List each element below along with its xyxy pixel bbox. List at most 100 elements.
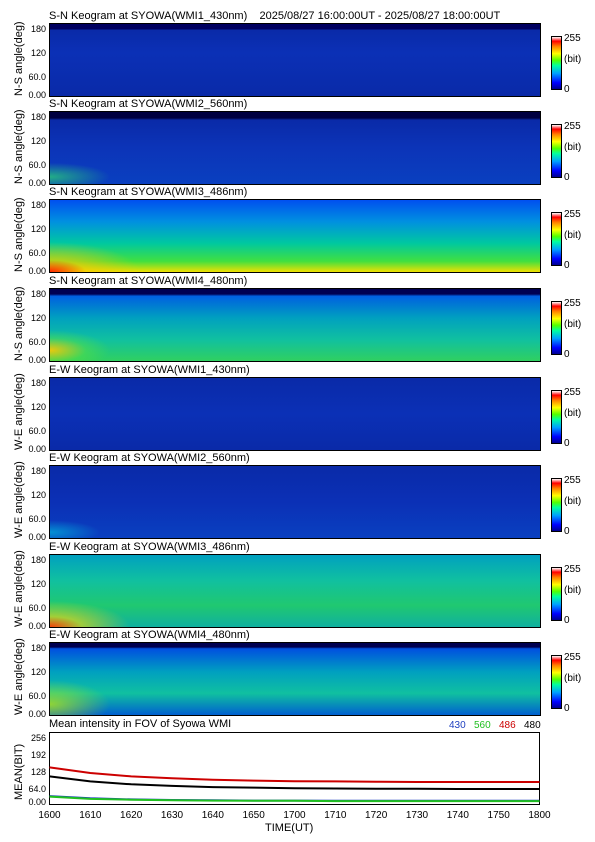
colorbar: [551, 124, 562, 178]
y-tick-label: 0.00: [28, 621, 46, 631]
y-tick-label: 0.00: [28, 178, 46, 188]
colorbar-label: (bit): [564, 585, 582, 596]
y-tick-label: 180: [30, 378, 46, 388]
series-line-486: [49, 766, 540, 783]
colorbar-label: 0: [564, 260, 570, 271]
y-tick-label: 0.00: [28, 709, 46, 719]
keogram-image: [49, 288, 541, 362]
keogram-image: [49, 377, 541, 451]
keogram-image: [49, 199, 541, 273]
keogram-image: [49, 23, 541, 97]
x-axis-label: TIME(UT): [265, 822, 314, 834]
keogram-image: [49, 465, 541, 539]
x-tick-label: 1620: [120, 810, 143, 821]
colorbar-label: 0: [564, 438, 570, 449]
y-tick-label: 0.00: [28, 532, 46, 542]
x-tick-label: 1750: [487, 810, 510, 821]
colorbar: [551, 567, 562, 621]
y-tick-label: 60.0: [28, 160, 46, 170]
y-tick-label: 60.0: [28, 426, 46, 436]
colorbar: [551, 390, 562, 444]
colorbar-label: 255: [564, 387, 581, 398]
y-tick-label: 120: [30, 490, 46, 500]
y-tick-label: 180: [30, 289, 46, 299]
y-tick-label: 120: [30, 224, 46, 234]
colorbar-label: (bit): [564, 54, 582, 65]
y-tick-label: 0.00: [28, 90, 46, 100]
panel-title: S-N Keogram at SYOWA(WMI3_486nm): [49, 186, 248, 198]
plot-frame: [49, 732, 540, 805]
mean-y-tick-label: 128: [30, 767, 46, 777]
legend-entry: 486: [499, 720, 516, 731]
y-tick-label: 120: [30, 313, 46, 323]
y-tick-label: 180: [30, 24, 46, 34]
x-tick-label: 1740: [446, 810, 469, 821]
y-tick-label: 60.0: [28, 248, 46, 258]
y-tick-label: 120: [30, 402, 46, 412]
y-tick-label: 120: [30, 136, 46, 146]
mean-panel-title: Mean intensity in FOV of Syowa WMI: [49, 718, 232, 730]
y-tick-label: 60.0: [28, 691, 46, 701]
y-tick-label: 180: [30, 643, 46, 653]
x-tick-label: 1650: [242, 810, 265, 821]
series-line-560: [49, 795, 540, 803]
keogram-image: [49, 642, 541, 716]
y-tick-label: 0.00: [28, 355, 46, 365]
colorbar-label: 255: [564, 121, 581, 132]
mean-y-tick-label: 0.00: [28, 797, 46, 807]
panel-title: S-N Keogram at SYOWA(WMI1_430nm) 2025/08…: [49, 10, 501, 22]
panel-title: E-W Keogram at SYOWA(WMI4_480nm): [49, 629, 250, 641]
y-tick-label: 60.0: [28, 72, 46, 82]
y-tick-label: 120: [30, 667, 46, 677]
legend-entry: 430: [449, 720, 466, 731]
y-tick-label: 60.0: [28, 337, 46, 347]
colorbar: [551, 655, 562, 709]
panel-title: S-N Keogram at SYOWA(WMI4_480nm): [49, 275, 248, 287]
colorbar-label: 255: [564, 652, 581, 663]
colorbar-label: 255: [564, 475, 581, 486]
mean-intensity-chart: [49, 732, 540, 805]
x-tick-label: 1730: [405, 810, 429, 821]
x-tick-label: 1600: [38, 810, 61, 821]
y-tick-label: 0.00: [28, 266, 46, 276]
x-tick-label: 1710: [324, 810, 347, 821]
colorbar-label: 0: [564, 615, 570, 626]
panel-title: E-W Keogram at SYOWA(WMI1_430nm): [49, 364, 250, 376]
colorbar-label: 0: [564, 349, 570, 360]
colorbar-label: 0: [564, 84, 570, 95]
panel-title: E-W Keogram at SYOWA(WMI2_560nm): [49, 452, 250, 464]
y-tick-label: 120: [30, 579, 46, 589]
x-tick-label: 1640: [201, 810, 224, 821]
legend-entry: 560: [474, 720, 491, 731]
x-tick-label: 1700: [283, 810, 306, 821]
y-tick-label: 180: [30, 555, 46, 565]
colorbar-label: 0: [564, 703, 570, 714]
colorbar: [551, 301, 562, 355]
mean-y-tick-label: 256: [30, 733, 46, 743]
colorbar-label: 255: [564, 298, 581, 309]
colorbar-label: 0: [564, 526, 570, 537]
y-tick-label: 60.0: [28, 603, 46, 613]
colorbar: [551, 212, 562, 266]
x-tick-label: 1720: [365, 810, 388, 821]
legend-entry: 480: [524, 720, 541, 731]
panel-title: S-N Keogram at SYOWA(WMI2_560nm): [49, 98, 248, 110]
colorbar-label: (bit): [564, 408, 582, 419]
colorbar-label: (bit): [564, 319, 582, 330]
y-tick-label: 60.0: [28, 514, 46, 524]
mean-y-tick-label: 64.0: [28, 784, 46, 794]
colorbar-label: 255: [564, 564, 581, 575]
colorbar-label: (bit): [564, 673, 582, 684]
colorbar-label: 255: [564, 33, 581, 44]
series-line-480: [49, 775, 540, 790]
y-tick-label: 120: [30, 48, 46, 58]
y-tick-label: 180: [30, 466, 46, 476]
colorbar-label: (bit): [564, 496, 582, 507]
keogram-image: [49, 554, 541, 628]
y-tick-label: 180: [30, 112, 46, 122]
colorbar: [551, 36, 562, 90]
y-tick-label: 0.00: [28, 444, 46, 454]
y-tick-label: 180: [30, 200, 46, 210]
x-tick-label: 1630: [160, 810, 184, 821]
x-tick-label: 1800: [528, 810, 551, 821]
